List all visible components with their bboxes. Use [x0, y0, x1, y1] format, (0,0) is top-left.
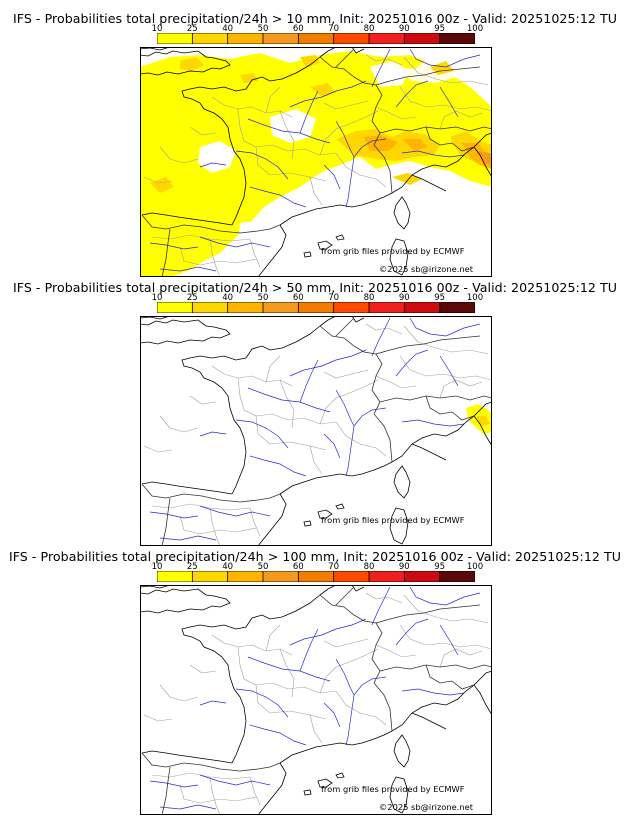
colorbar-cell [262, 571, 300, 582]
colorbar-tick: 60 [292, 562, 304, 572]
colorbar-tick: 90 [398, 562, 410, 572]
colorbar-cell [368, 302, 406, 313]
map: from grib files provided by ECMWF ©2025 … [140, 585, 492, 815]
panel-title: IFS - Probabilities total precipitation/… [12, 11, 618, 26]
map-panel-50mm: IFS - Probabilities total precipitation/… [0, 269, 630, 546]
colorbar-cell [439, 33, 475, 44]
map: from grib files provided by ECMWF ©2025 … [140, 47, 492, 277]
colorbar-tick: 25 [186, 562, 198, 572]
colorbar-cell [297, 571, 335, 582]
map-panel-10mm: IFS - Probabilities total precipitation/… [0, 0, 630, 277]
colorbar-cell [191, 571, 229, 582]
source-credit: from grib files provided by ECMWF [321, 784, 465, 794]
colorbar-cell [227, 571, 264, 582]
colorbar-tick: 40 [222, 293, 234, 303]
colorbar-cell [403, 33, 441, 44]
colorbar-labels: 10 25 40 50 60 70 80 90 95 100 [152, 24, 484, 34]
colorbar-tick: 60 [292, 24, 304, 34]
colorbar-cell [227, 33, 264, 44]
colorbar-tick: 95 [434, 24, 446, 34]
colorbar-tick: 60 [292, 293, 304, 303]
precip-field [466, 404, 492, 434]
colorbar-tick: 95 [434, 293, 446, 303]
colorbar [157, 571, 475, 582]
colorbar-tick: 40 [222, 562, 234, 572]
colorbar-cell [262, 33, 300, 44]
source-credit: from grib files provided by ECMWF [321, 246, 465, 256]
colorbar-tick: 80 [363, 24, 375, 34]
colorbar-cell [368, 571, 406, 582]
colorbar-tick: 80 [363, 293, 375, 303]
colorbar-tick: 90 [398, 24, 410, 34]
colorbar-cell [439, 302, 475, 313]
colorbar-cell [157, 302, 194, 313]
colorbar-tick: 95 [434, 562, 446, 572]
colorbar-cell [297, 302, 335, 313]
colorbar-cell [157, 571, 194, 582]
colorbar-tick: 100 [466, 24, 484, 34]
copyright-credit: ©2025 sb@irizone.net [379, 264, 474, 274]
colorbar-tick: 10 [151, 562, 163, 572]
source-credit: from grib files provided by ECMWF [321, 515, 465, 525]
map-panel-100mm: IFS - Probabilities total precipitation/… [0, 538, 630, 815]
colorbar-labels: 10 25 40 50 60 70 80 90 95 100 [152, 293, 484, 303]
colorbar-cell [403, 571, 441, 582]
panel-title: IFS - Probabilities total precipitation/… [12, 280, 618, 295]
colorbar-tick: 25 [186, 24, 198, 34]
colorbar-tick: 100 [466, 293, 484, 303]
colorbar-tick: 10 [151, 293, 163, 303]
copyright-credit: ©2025 sb@irizone.net [379, 802, 474, 812]
colorbar-tick: 10 [151, 24, 163, 34]
colorbar-tick: 70 [328, 562, 340, 572]
colorbar-tick: 50 [257, 562, 269, 572]
colorbar-cell [157, 33, 194, 44]
colorbar-tick: 100 [466, 562, 484, 572]
colorbar [157, 302, 475, 313]
colorbar-tick: 50 [257, 293, 269, 303]
colorbar-cell [262, 302, 300, 313]
colorbar-cell [297, 33, 335, 44]
colorbar-cell [227, 302, 264, 313]
colorbar-tick: 80 [363, 562, 375, 572]
colorbar-cell [403, 302, 441, 313]
colorbar-cell [333, 33, 370, 44]
colorbar-tick: 70 [328, 293, 340, 303]
colorbar-cell [368, 33, 406, 44]
colorbar-tick: 70 [328, 24, 340, 34]
colorbar-tick: 40 [222, 24, 234, 34]
colorbar-cell [191, 302, 229, 313]
colorbar-tick: 90 [398, 293, 410, 303]
colorbar-labels: 10 25 40 50 60 70 80 90 95 100 [152, 562, 484, 572]
precip-field [140, 47, 492, 277]
panel-title: IFS - Probabilities total precipitation/… [8, 549, 622, 564]
colorbar-cell [191, 33, 229, 44]
colorbar-cell [333, 571, 370, 582]
colorbar-cell [333, 302, 370, 313]
map: from grib files provided by ECMWF [140, 316, 492, 546]
colorbar-tick: 50 [257, 24, 269, 34]
colorbar-cell [439, 571, 475, 582]
colorbar [157, 33, 475, 44]
colorbar-tick: 25 [186, 293, 198, 303]
